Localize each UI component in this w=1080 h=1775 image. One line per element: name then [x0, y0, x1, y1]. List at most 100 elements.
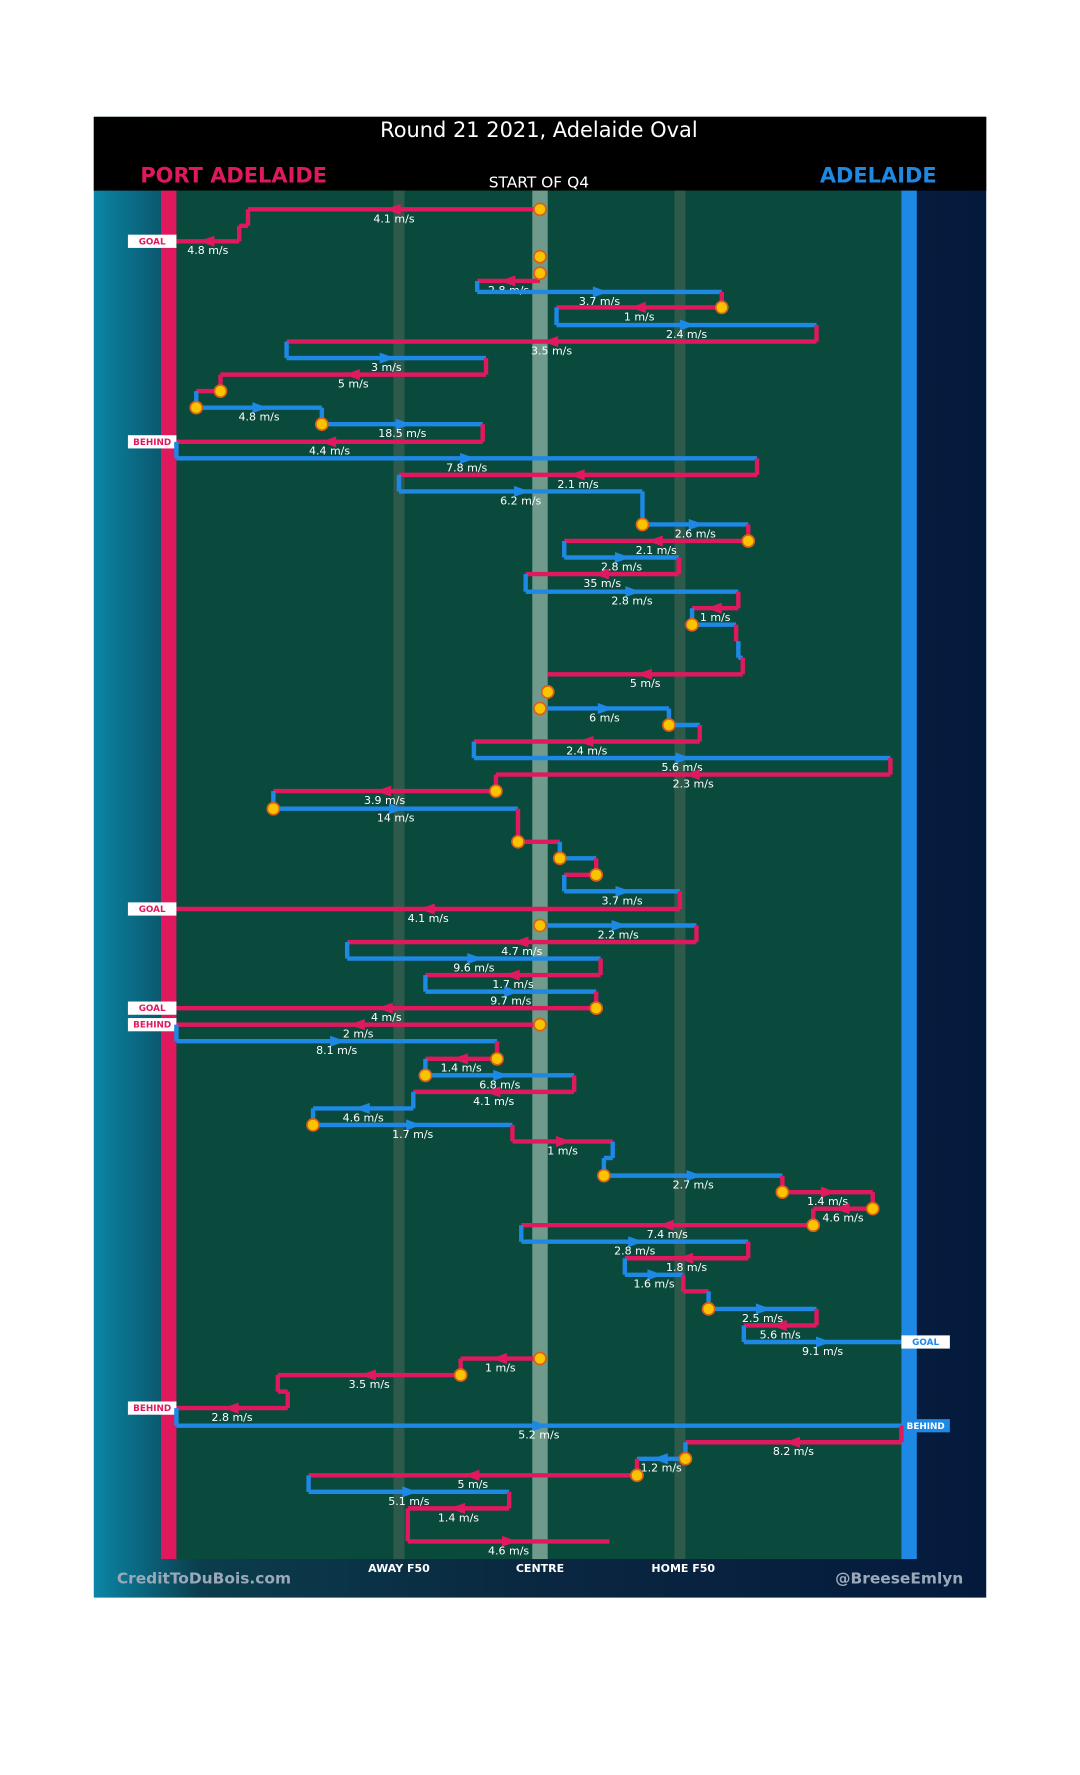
- speed-label: 3 m/s: [371, 361, 402, 374]
- contest-marker: [511, 834, 525, 849]
- contest-marker: [540, 685, 555, 699]
- speed-label: 6.8 m/s: [479, 1078, 520, 1091]
- direction-arrow: [223, 1402, 239, 1414]
- home-f50-line: [674, 190, 686, 1560]
- contest-marker: [533, 202, 547, 217]
- direction-arrow: [491, 1353, 507, 1365]
- contest-marker: [597, 1168, 611, 1183]
- speed-label: 1 m/s: [624, 310, 655, 323]
- direction-arrow: [706, 602, 722, 614]
- contest-marker: [741, 534, 756, 548]
- axis-label: HOME F50: [651, 1562, 715, 1575]
- direction-arrow: [647, 535, 663, 547]
- direction-arrow: [501, 1535, 518, 1547]
- speed-label: 8.1 m/s: [316, 1044, 357, 1057]
- adelaide-boundary: [901, 190, 917, 1560]
- result-label: GOAL: [912, 1338, 939, 1348]
- port-boundary: [160, 190, 177, 1560]
- speed-label: 9.1 m/s: [802, 1345, 843, 1358]
- direction-arrow: [677, 1252, 694, 1264]
- contest-marker: [306, 1118, 320, 1132]
- speed-label: 14 m/s: [377, 812, 415, 825]
- direction-arrow: [344, 369, 360, 381]
- result-label: BEHIND: [133, 1021, 171, 1031]
- result-label: GOAL: [139, 905, 166, 915]
- speed-label: 5 m/s: [457, 1478, 488, 1491]
- direction-arrow: [449, 1502, 466, 1514]
- direction-arrow: [395, 418, 412, 430]
- team-port: PORT ADELAIDE: [140, 163, 327, 187]
- result-box: [127, 1018, 177, 1032]
- speed-label: 2.8 m/s: [611, 595, 652, 608]
- direction-arrow: [771, 1319, 787, 1331]
- direction-arrow: [354, 1102, 370, 1114]
- credit: @BreeseEmlyn: [835, 1569, 963, 1587]
- contest-marker: [533, 1351, 547, 1366]
- contest-marker: [865, 1201, 880, 1216]
- direction-arrow: [611, 920, 628, 932]
- direction-arrow: [389, 803, 405, 815]
- axis-label: AWAY F50: [368, 1562, 430, 1575]
- direction-arrow: [625, 586, 641, 598]
- direction-arrow: [578, 736, 594, 748]
- speed-label: 4.1 m/s: [473, 1095, 514, 1108]
- speed-label: 4.7 m/s: [501, 945, 542, 958]
- team-adelaide: ADELAIDE: [820, 163, 937, 187]
- speed-label: 2.4 m/s: [566, 744, 607, 757]
- result-box: [127, 1001, 177, 1015]
- result-box: [901, 1335, 950, 1349]
- result-label: BEHIND: [907, 1422, 945, 1432]
- direction-arrow: [652, 1453, 668, 1465]
- speed-label: 7.4 m/s: [647, 1228, 688, 1241]
- contest-marker: [453, 1368, 468, 1382]
- direction-arrow: [513, 936, 529, 948]
- subtitle: START OF Q4: [489, 173, 589, 191]
- speed-label: 2.6 m/s: [675, 527, 716, 540]
- direction-arrow: [569, 469, 585, 481]
- speed-label: 8.2 m/s: [773, 1445, 814, 1458]
- direction-arrow: [532, 1420, 548, 1432]
- direction-arrow: [592, 286, 609, 298]
- speed-label: 1 m/s: [700, 611, 731, 624]
- contest-marker: [630, 1468, 644, 1483]
- direction-arrow: [542, 336, 559, 348]
- result-label: GOAL: [139, 1004, 166, 1014]
- direction-arrow: [493, 1069, 509, 1081]
- speed-label: 5 m/s: [338, 378, 369, 391]
- direction-arrow: [360, 1369, 376, 1381]
- contest-marker: [490, 1051, 504, 1066]
- direction-arrow: [630, 301, 646, 313]
- direction-arrow: [402, 1486, 418, 1498]
- speed-label: 1 m/s: [485, 1361, 516, 1374]
- speed-label: 2.3 m/s: [673, 777, 714, 790]
- speed-label: 6 m/s: [589, 711, 620, 724]
- speed-label: 2.7 m/s: [673, 1179, 714, 1192]
- direction-arrow: [349, 1019, 365, 1031]
- speed-label: 2.5 m/s: [742, 1312, 783, 1325]
- contest-marker: [489, 784, 503, 798]
- away-f50-line: [393, 190, 405, 1560]
- speed-label: 2.1 m/s: [636, 544, 677, 557]
- speed-label: 1.2 m/s: [641, 1462, 682, 1475]
- direction-arrow: [484, 1086, 501, 1098]
- direction-arrow: [198, 235, 215, 247]
- direction-arrow: [379, 352, 396, 364]
- direction-arrow: [615, 885, 631, 897]
- speed-label: 1.7 m/s: [392, 1128, 433, 1141]
- direction-arrow: [684, 769, 700, 781]
- direction-arrow: [755, 1303, 772, 1315]
- speed-label: 1.6 m/s: [633, 1278, 674, 1291]
- direction-arrow: [820, 1186, 837, 1198]
- speed-label: 4 m/s: [371, 1011, 402, 1024]
- direction-arrow: [463, 1469, 480, 1481]
- speed-label: 1.8 m/s: [666, 1261, 707, 1274]
- direction-arrow: [679, 319, 696, 331]
- direction-arrow: [816, 1336, 832, 1348]
- contest-marker: [662, 718, 676, 732]
- contest-marker: [533, 918, 547, 933]
- contest-marker: [533, 701, 547, 716]
- result-box: [901, 1419, 950, 1433]
- speed-label: 5.6 m/s: [662, 761, 703, 774]
- direction-arrow: [460, 452, 476, 464]
